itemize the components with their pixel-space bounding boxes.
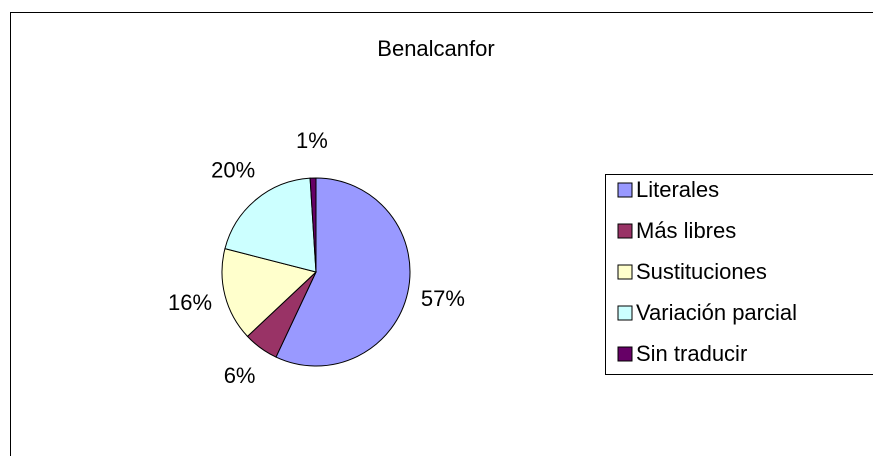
pie-slice: [275, 177, 411, 367]
legend-swatch: [617, 223, 633, 239]
legend-swatch: [617, 264, 633, 280]
data-label: 57%: [421, 286, 465, 311]
pie-slice: [309, 177, 317, 273]
data-label: 20%: [211, 158, 255, 183]
legend-swatch: [617, 346, 633, 362]
data-label: 1%: [296, 128, 328, 153]
legend-label: Más libres: [636, 218, 736, 243]
data-label: 6%: [224, 363, 256, 388]
legend-box: [605, 174, 873, 375]
legend-label: Sustituciones: [636, 259, 767, 284]
pie-slice: [224, 177, 317, 273]
chart-title: Benalcanfor: [377, 36, 494, 61]
legend-label: Literales: [636, 177, 719, 202]
legend-swatch: [617, 305, 633, 321]
legend-label: Variación parcial: [636, 300, 797, 325]
pie-slice: [221, 248, 318, 338]
data-label: 16%: [168, 290, 212, 315]
legend-label: Sin traducir: [636, 341, 747, 366]
legend-swatch: [617, 182, 633, 198]
